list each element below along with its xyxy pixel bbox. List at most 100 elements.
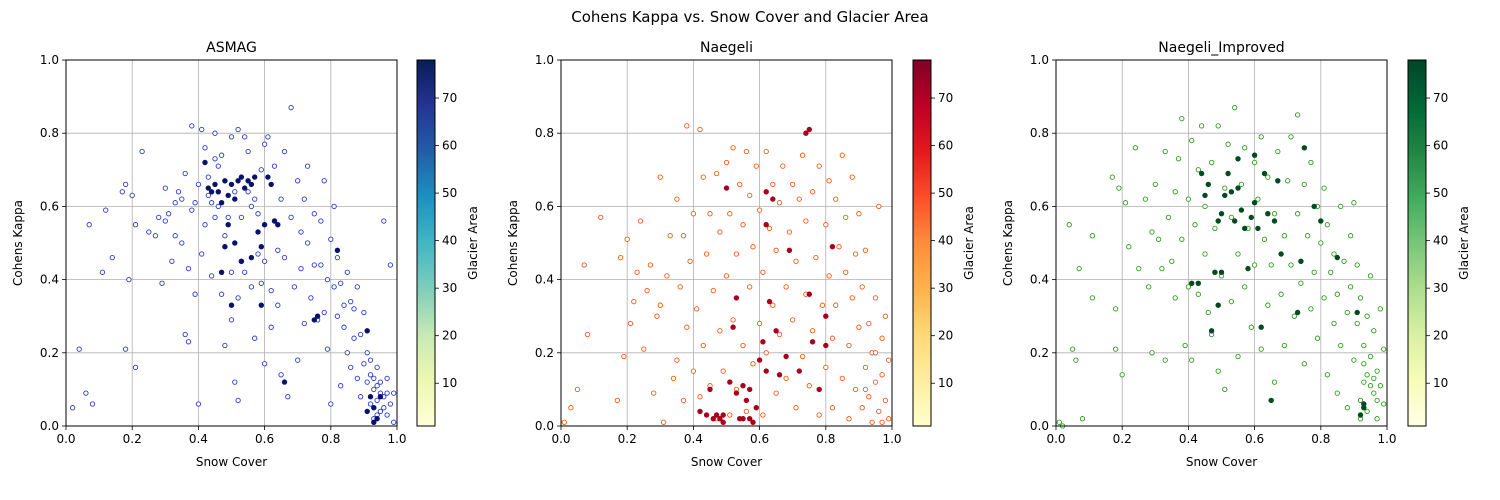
x-tick-label: 0.2	[1113, 432, 1132, 446]
data-point	[351, 306, 357, 312]
y-tick-label: 0.0	[40, 419, 59, 433]
x-tick-label: 0.4	[189, 432, 208, 446]
data-point	[1152, 181, 1158, 188]
data-point	[1202, 251, 1208, 257]
data-point	[783, 375, 789, 382]
data-point	[1268, 262, 1274, 268]
data-point	[700, 342, 706, 349]
y-tick-label: 0.2	[1030, 346, 1049, 360]
data-point	[674, 196, 680, 202]
data-point	[1281, 342, 1288, 349]
data-point	[747, 192, 753, 199]
data-point	[1321, 185, 1327, 191]
data-point	[617, 254, 624, 261]
data-point-large-glacier	[238, 258, 245, 264]
data-point	[205, 174, 211, 180]
data-point	[697, 394, 703, 400]
data-point	[1228, 214, 1235, 221]
data-point	[839, 152, 845, 158]
colorbar-tick-label: 10	[1433, 376, 1448, 390]
data-point	[1136, 265, 1142, 272]
y-axis-label: Cohens Kappa	[1001, 200, 1015, 286]
data-point	[354, 375, 360, 382]
data-point	[1251, 262, 1258, 268]
x-axis-label: Snow Cover	[1186, 455, 1257, 469]
data-point	[228, 134, 235, 140]
x-tick-label: 0.6	[255, 432, 274, 446]
data-point-large-glacier	[238, 174, 245, 180]
y-tick-label: 0.0	[1030, 419, 1049, 433]
data-point	[760, 269, 766, 275]
data-point	[1354, 320, 1360, 327]
colorbar-tick-label: 50	[1433, 186, 1448, 200]
scatter-points	[561, 123, 892, 425]
data-point	[581, 262, 587, 268]
data-point	[1089, 295, 1096, 301]
data-point	[621, 353, 627, 360]
data-point	[770, 181, 776, 188]
data-point	[859, 284, 865, 290]
data-point	[1255, 196, 1261, 202]
data-point	[304, 240, 311, 246]
y-axis-label: Cohens Kappa	[506, 200, 520, 286]
data-point	[862, 247, 869, 253]
data-point	[660, 419, 667, 425]
data-point	[763, 350, 769, 356]
data-point	[1242, 145, 1248, 151]
data-point	[790, 181, 796, 188]
data-point-large-glacier	[1361, 401, 1367, 407]
data-point	[374, 397, 380, 404]
data-point-large-glacier	[703, 412, 710, 418]
data-point-large-glacier	[225, 222, 231, 228]
data-point	[391, 390, 397, 396]
data-point-large-glacier	[1188, 280, 1195, 286]
colorbar-label: Glacier Area	[466, 206, 480, 280]
data-point	[195, 181, 202, 188]
data-point-large-glacier	[730, 324, 736, 330]
data-point	[1146, 284, 1152, 290]
data-point	[1281, 233, 1288, 239]
data-point-large-glacier	[281, 379, 288, 385]
data-point-large-glacier	[248, 254, 255, 261]
data-point-large-glacier	[371, 405, 377, 411]
data-point	[1198, 123, 1205, 129]
data-point	[1265, 302, 1271, 308]
colorbar-tick-label: 70	[938, 91, 953, 105]
data-point	[783, 284, 789, 290]
data-point	[1285, 178, 1291, 184]
data-point	[644, 287, 650, 294]
y-axis-ticks: 0.0 0.2 0.4 0.6 0.8 1.0	[40, 53, 66, 433]
data-point	[126, 276, 132, 283]
data-point	[776, 331, 783, 338]
data-point	[1344, 309, 1350, 316]
data-point	[215, 163, 221, 169]
data-point	[182, 331, 188, 338]
data-point	[245, 189, 251, 195]
data-point	[341, 302, 347, 308]
data-point	[1374, 368, 1380, 374]
data-point	[1367, 383, 1374, 389]
data-point-large-glacier	[1278, 251, 1284, 257]
data-point-large-glacier	[222, 178, 228, 184]
data-point	[809, 328, 816, 334]
data-point	[321, 309, 327, 316]
data-point-large-glacier	[760, 339, 766, 345]
plot-frame	[1055, 59, 1388, 427]
data-point-large-glacier	[723, 185, 730, 191]
data-point-large-glacier	[1231, 218, 1238, 224]
data-point	[152, 233, 159, 239]
data-point-large-glacier	[1235, 185, 1241, 191]
data-point	[245, 148, 251, 155]
colorbar-ticks: 10 20 30 40 50 60 70	[931, 91, 953, 390]
colorbar-label: Glacier Area	[962, 206, 976, 280]
x-tick-label: 0.8	[816, 432, 835, 446]
data-point	[730, 145, 736, 151]
data-point	[301, 196, 307, 202]
data-point	[146, 229, 152, 235]
data-point	[1377, 306, 1384, 312]
y-tick-label: 0.8	[1030, 126, 1049, 140]
data-point	[1288, 134, 1294, 140]
data-point	[687, 258, 693, 264]
data-point	[182, 170, 188, 177]
data-point	[813, 254, 819, 261]
